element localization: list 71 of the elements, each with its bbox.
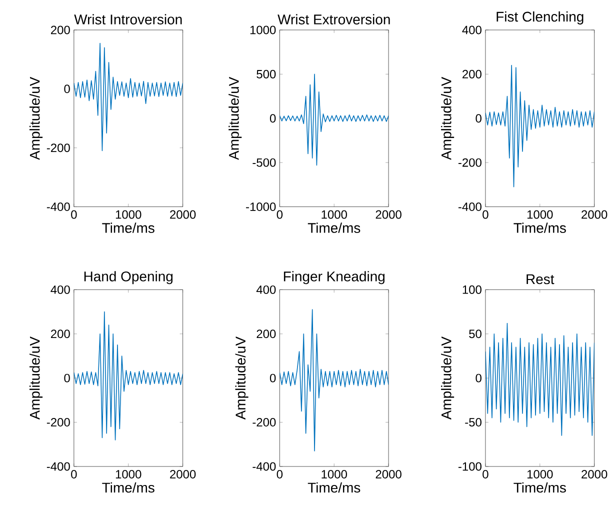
chart-title: Finger Kneading <box>284 270 385 284</box>
x-tick-label: 0 <box>482 210 488 219</box>
y-tick-label: 0 <box>64 374 70 382</box>
x-tick-label: 0 <box>71 470 77 478</box>
x-tick-label: 2000 <box>170 470 196 478</box>
x-tick-label: 0 <box>482 470 488 478</box>
chart-title: Hand Opening <box>84 270 173 284</box>
y-tick-label: -400 <box>458 202 482 211</box>
line-series <box>280 308 389 452</box>
line-series <box>74 311 183 440</box>
y-tick-label: 0 <box>476 114 482 122</box>
y-axis-title: Amplitude/uV <box>30 76 43 160</box>
y-tick-label: 200 <box>50 329 70 338</box>
y-axis-title: Amplitude/uV <box>235 336 248 420</box>
chart-title: Fist Clenching <box>496 11 584 24</box>
chart-title: Wrist Introversion <box>74 14 182 24</box>
x-tick-label: 1000 <box>527 470 553 478</box>
x-tick-label: 2000 <box>376 210 402 219</box>
y-tick-label: -400 <box>252 462 276 470</box>
y-tick-label: -500 <box>252 158 276 167</box>
y-tick-label: -400 <box>46 462 70 470</box>
x-axis-title: Time/ms <box>102 222 154 233</box>
y-tick-label: 50 <box>469 329 482 338</box>
y-tick-label: 200 <box>256 329 276 338</box>
y-axis-title: Amplitude/uV <box>30 336 43 420</box>
y-tick-label: -50 <box>465 418 482 426</box>
x-tick-label: 2000 <box>582 210 608 219</box>
y-axis-title: Amplitude/uV <box>228 76 242 160</box>
y-tick-label: 0 <box>476 374 482 382</box>
y-tick-label: 200 <box>462 70 482 78</box>
y-tick-label: -400 <box>46 202 70 211</box>
y-tick-label: 200 <box>50 26 70 34</box>
y-tick-label: -200 <box>458 158 482 167</box>
x-tick-label: 1000 <box>322 470 347 478</box>
x-tick-label: 0 <box>71 210 77 219</box>
x-axis-title: Time/ms <box>308 482 360 492</box>
x-tick-label: 1000 <box>527 210 553 219</box>
y-tick-label: -200 <box>46 143 70 152</box>
y-tick-label: -100 <box>458 462 482 470</box>
x-tick-label: 0 <box>276 470 283 478</box>
line-series <box>485 322 594 436</box>
y-tick-label: 400 <box>462 26 482 34</box>
y-tick-label: -200 <box>46 418 70 426</box>
y-tick-label: -1000 <box>246 202 276 211</box>
y-axis-title: Amplitude/uV <box>441 336 454 420</box>
x-tick-label: 1000 <box>116 470 142 478</box>
x-axis-title: Time/ms <box>514 482 566 492</box>
y-tick-label: 0 <box>64 84 70 93</box>
x-tick-label: 0 <box>276 210 283 219</box>
x-axis-title: Time/ms <box>308 222 360 233</box>
y-tick-label: 1000 <box>250 26 276 34</box>
x-tick-label: 2000 <box>582 470 608 478</box>
y-tick-label: 400 <box>50 285 70 294</box>
line-series <box>485 64 594 188</box>
x-tick-label: 2000 <box>170 210 196 219</box>
y-tick-label: 400 <box>256 285 276 294</box>
x-axis-title: Time/ms <box>102 482 154 492</box>
y-tick-label: 0 <box>270 114 276 122</box>
x-axis-title: Time/ms <box>514 222 566 233</box>
chart-title: Wrist Extroversion <box>278 14 390 24</box>
y-tick-label: 100 <box>462 285 482 294</box>
x-tick-label: 2000 <box>376 470 402 478</box>
y-tick-label: 500 <box>256 70 276 78</box>
line-series <box>280 74 389 166</box>
x-tick-label: 1000 <box>116 210 142 219</box>
y-tick-label: -200 <box>252 418 276 426</box>
y-tick-label: 0 <box>270 374 276 382</box>
y-axis-title: Amplitude/uV <box>441 76 454 160</box>
x-tick-label: 1000 <box>322 210 347 219</box>
chart-title: Rest <box>526 274 554 284</box>
line-series <box>74 42 183 151</box>
